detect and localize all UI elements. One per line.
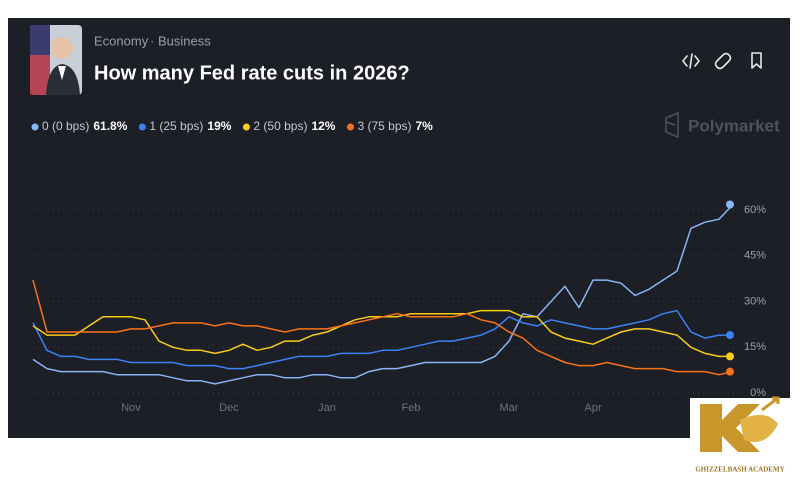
legend-dot — [346, 123, 354, 131]
watermark-logo — [690, 396, 790, 476]
y-tick-label: 45% — [744, 250, 766, 262]
legend-label: 3 (75 bps) — [357, 119, 411, 133]
title: How many Fed rate cuts in 2026? — [94, 62, 410, 84]
x-tick-label: Mar — [500, 402, 519, 414]
embed-button[interactable] — [682, 53, 700, 69]
end-point — [726, 200, 734, 209]
link-button[interactable] — [714, 52, 732, 70]
brand-logo — [665, 111, 679, 139]
plot: 0% 15% 30% 45% 60% Nov Dec Jan Feb Mar Apr — [32, 200, 766, 414]
breadcrumb: Business — [158, 33, 211, 48]
legend-label: 0 (0 bps) — [42, 119, 89, 133]
x-tick-label: Jan — [318, 402, 336, 414]
legend-dot — [138, 123, 146, 131]
bookmark-button[interactable] — [751, 52, 762, 69]
y-tick-label: 30% — [744, 295, 766, 307]
breadcrumb: Economy — [94, 33, 149, 48]
y-tick-label: 15% — [744, 341, 766, 353]
x-tick-label: Nov — [121, 402, 141, 414]
legend-dot — [242, 123, 250, 131]
x-tick-label: Apr — [584, 402, 601, 414]
series-line — [32, 279, 734, 376]
series-line — [32, 309, 733, 370]
legend-label: 1 (25 bps) — [149, 119, 203, 133]
legend: 0 (0 bps) 61.8% 1 (25 bps) 19% 2 (50 bps) 12%… — [31, 119, 434, 133]
legend-dot — [31, 123, 39, 131]
series-line — [32, 203, 734, 385]
legend-value: 61.8% — [93, 119, 127, 133]
legend-label: 2 (50 bps) — [253, 119, 307, 133]
legend-value: 12% — [311, 119, 335, 133]
brand: Polymarket — [688, 116, 780, 135]
x-tick-label: Feb — [402, 402, 421, 414]
avatar — [30, 25, 82, 95]
breadcrumb-separator: · — [150, 33, 154, 48]
legend-value: 7% — [416, 119, 434, 133]
x-tick-label: Dec — [219, 402, 239, 414]
end-point — [726, 367, 734, 376]
end-point — [726, 352, 734, 361]
end-point — [726, 331, 734, 340]
watermark: GHIZZELBASH ACADEMY — [695, 466, 784, 474]
y-tick-label: 60% — [744, 204, 766, 216]
legend-value: 19% — [207, 119, 231, 133]
y-tick-label: 0% — [750, 387, 766, 399]
